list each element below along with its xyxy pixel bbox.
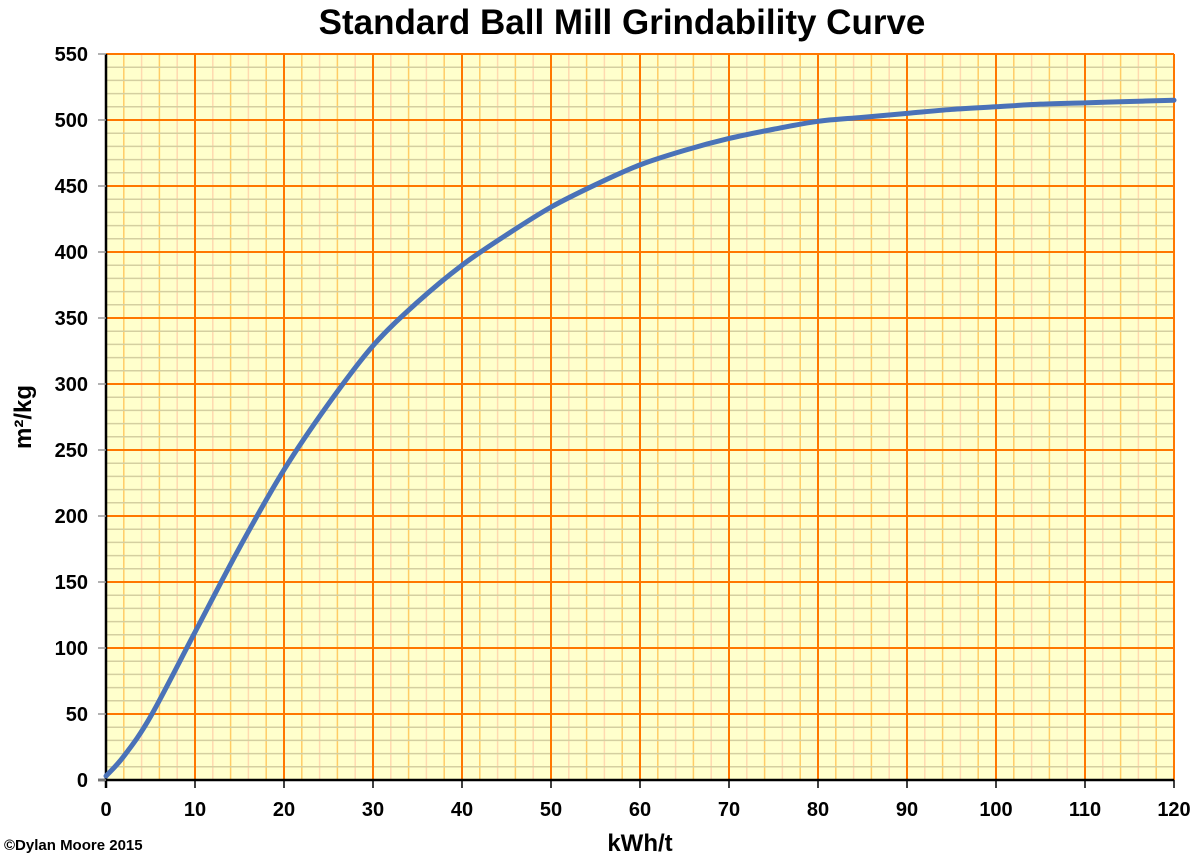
y-tick-label: 350	[55, 308, 88, 330]
chart-title: Standard Ball Mill Grindability Curve	[319, 3, 926, 42]
x-tick-label: 80	[807, 799, 829, 821]
y-tick-label: 200	[55, 506, 88, 528]
y-tick-label: 100	[55, 638, 88, 660]
series-line	[103, 97, 1177, 779]
x-tick-label: 40	[451, 799, 473, 821]
y-tick-label: 250	[55, 440, 88, 462]
x-tick-label: 20	[273, 799, 295, 821]
copyright-annotation: ©Dylan Moore 2015	[4, 837, 143, 854]
y-tick-label: 400	[55, 242, 88, 264]
x-axis-label: kWh/t	[607, 830, 672, 857]
major-grid	[106, 53, 1175, 780]
x-tick-label: 0	[100, 799, 111, 821]
y-axis-label: m²/kg	[10, 385, 37, 449]
y-tick-label: 500	[55, 110, 88, 132]
y-tick-label: 150	[55, 572, 88, 594]
x-tick-label: 120	[1157, 799, 1190, 821]
x-tick-label: 10	[184, 799, 206, 821]
x-tick-label: 90	[896, 799, 918, 821]
tick-labels: 0 10 20 30 40 50 60 70 80 90 100 110 120 0 50 100 150 200…	[55, 44, 1191, 821]
x-tick-label: 50	[540, 799, 562, 821]
x-tick-label: 70	[718, 799, 740, 821]
x-tick-label: 110	[1069, 799, 1101, 821]
x-tick-label: 30	[362, 799, 384, 821]
y-tick-label: 50	[66, 704, 88, 726]
x-tick-label: 100	[979, 799, 1012, 821]
y-tick-label: 450	[55, 176, 88, 198]
axes	[98, 53, 1175, 788]
x-tick-label: 60	[629, 799, 651, 821]
y-tick-label: 0	[77, 770, 88, 792]
y-tick-label: 300	[55, 374, 88, 396]
y-tick-label: 550	[55, 44, 88, 66]
